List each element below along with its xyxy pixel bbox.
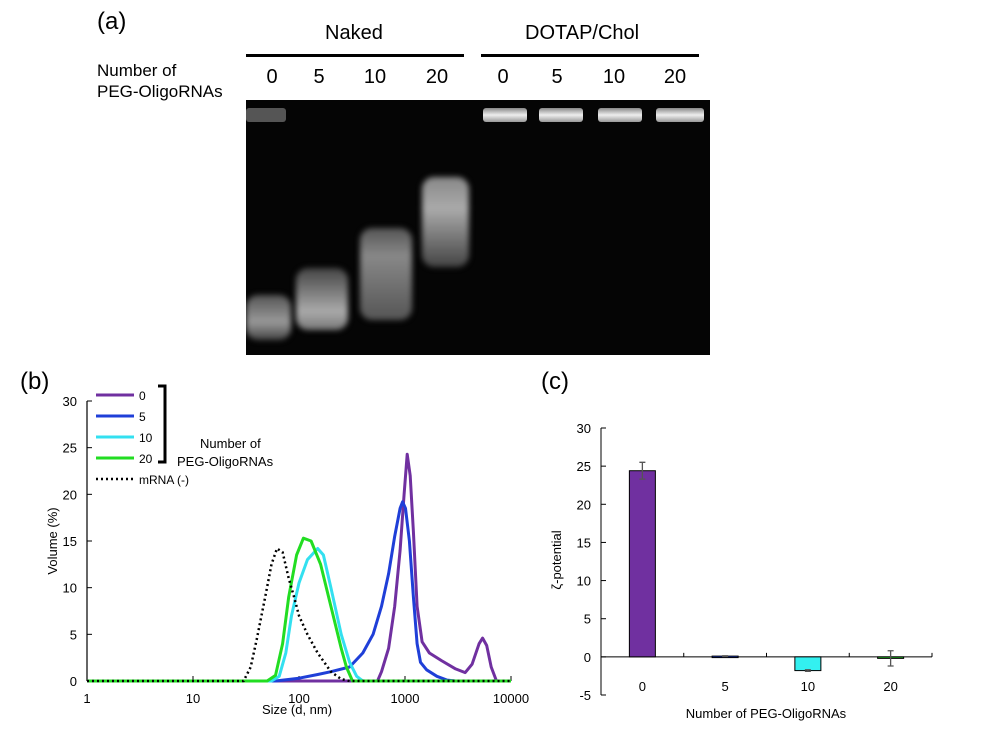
lane-label: 5 [551,66,563,88]
y-tick-label: -5 [579,688,591,703]
panel-c-label: (c) [541,368,569,395]
panel-a-label: (a) [97,8,127,35]
x-tick-label: 0 [639,679,646,694]
gel-band [360,228,412,320]
y-tick-label: 0 [70,674,77,689]
row-label-line2: PEG-OligoRNAs [97,82,223,101]
x-tick-label: 10 [186,691,200,706]
y-tick-label: 0 [584,650,591,665]
row-label-line1: Number of [97,61,177,80]
gel-band [246,295,291,340]
x-tick-label: 20 [883,679,897,694]
gel-band [422,177,469,267]
lane-label: 0 [266,66,278,88]
x-axis-label: Size (d, nm) [262,702,332,717]
y-tick-label: 25 [63,441,77,456]
y-tick-label: 15 [63,534,77,549]
y-tick-label: 30 [63,394,77,409]
series-line-20 [87,536,511,683]
y-tick-label: 5 [584,612,591,627]
group-naked-label: Naked [325,22,383,44]
legend-title-line1: Number of [200,436,261,451]
legend-label: 0 [139,389,146,403]
y-tick-label: 5 [70,627,77,642]
gel-band [296,268,348,330]
series-line-5 [87,500,511,683]
lane-label: 20 [663,66,687,88]
lane-label: 0 [497,66,509,88]
y-tick-label: 20 [577,497,591,512]
size-distribution-chart: Number of PEG-OligoRNAs Size (d, nm) Vol… [45,384,529,717]
series-line-mRNA- [87,547,511,683]
gel-well [656,108,704,122]
error-bar-0 [639,461,646,480]
error-bar-5 [722,655,729,658]
x-axis-label: Number of PEG-OligoRNAs [686,706,847,721]
y-tick-label: 10 [63,581,77,596]
legend-title-line2: PEG-OligoRNAs [177,454,274,469]
x-tick-label: 1000 [391,691,420,706]
x-tick-label: 10 [801,679,815,694]
group-dotap-label: DOTAP/Chol [525,22,640,44]
legend-bracket [158,384,167,464]
y-tick-label: 15 [577,535,591,550]
zeta-potential-chart: Number of PEG-OligoRNAs ζ-potential -5 0 5… [549,421,933,721]
y-tick-label: 30 [577,421,591,436]
lane-label: 20 [425,66,449,88]
legend-label: 20 [139,452,153,466]
error-bar-10 [804,669,811,673]
legend-label: 10 [139,431,153,445]
gel-well [246,108,286,122]
series-line-10 [87,547,511,683]
x-tick-label: 5 [722,679,729,694]
gel-image [246,100,710,355]
y-axis-label: Volume (%) [45,507,60,574]
series-line-0 [87,452,511,683]
lane-label: 10 [363,66,387,88]
error-bar-20 [887,650,894,667]
x-tick-label: 1 [83,691,90,706]
y-tick-label: 25 [577,459,591,474]
panel-b-label: (b) [20,368,50,395]
x-tick-label: 10000 [493,691,529,706]
gel-well [598,108,642,122]
group-dotap-line [481,54,699,57]
lane-label: 5 [313,66,325,88]
y-tick-label: 10 [577,574,591,589]
x-tick-label: 100 [288,691,310,706]
row-label: Number of PEG-OligoRNAs [97,60,223,102]
legend-label: 5 [139,410,146,424]
legend-label: mRNA (-) [139,473,189,487]
gel-well [483,108,527,122]
group-naked-line [246,54,464,57]
bar-10 [794,656,822,672]
bar-0 [628,470,656,658]
y-axis-label: ζ-potential [549,530,564,589]
gel-well [539,108,583,122]
lane-label: 10 [602,66,626,88]
y-tick-label: 20 [63,487,77,502]
